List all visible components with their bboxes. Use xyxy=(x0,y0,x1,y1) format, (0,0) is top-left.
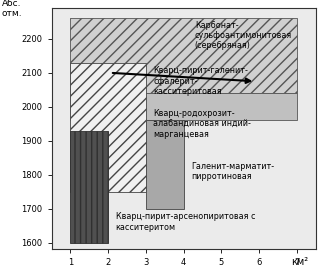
Text: Кварц-родохрозит-
алабандиновая индий-
марганцевая: Кварц-родохрозит- алабандиновая индий- м… xyxy=(153,109,251,138)
Bar xyxy=(71,63,146,192)
Bar xyxy=(71,130,108,242)
Text: Галенит-марматит-
пирротиновая: Галенит-марматит- пирротиновая xyxy=(191,161,274,181)
Bar xyxy=(146,120,184,209)
Text: Кварц-пирит-галенит-
сфалерит-
касситеритовая: Кварц-пирит-галенит- сфалерит- касситери… xyxy=(153,66,248,96)
Bar xyxy=(71,93,297,120)
Text: Карбонат-
сульфоантимонитовая
(серебряная): Карбонат- сульфоантимонитовая (серебряна… xyxy=(195,20,292,50)
Y-axis label: Абс.
отм.: Абс. отм. xyxy=(2,0,22,18)
Bar xyxy=(71,19,297,93)
Text: км²: км² xyxy=(291,257,308,267)
Text: Кварц-пирит-арсенопиритовая с
касситеритом: Кварц-пирит-арсенопиритовая с касситерит… xyxy=(116,212,255,232)
